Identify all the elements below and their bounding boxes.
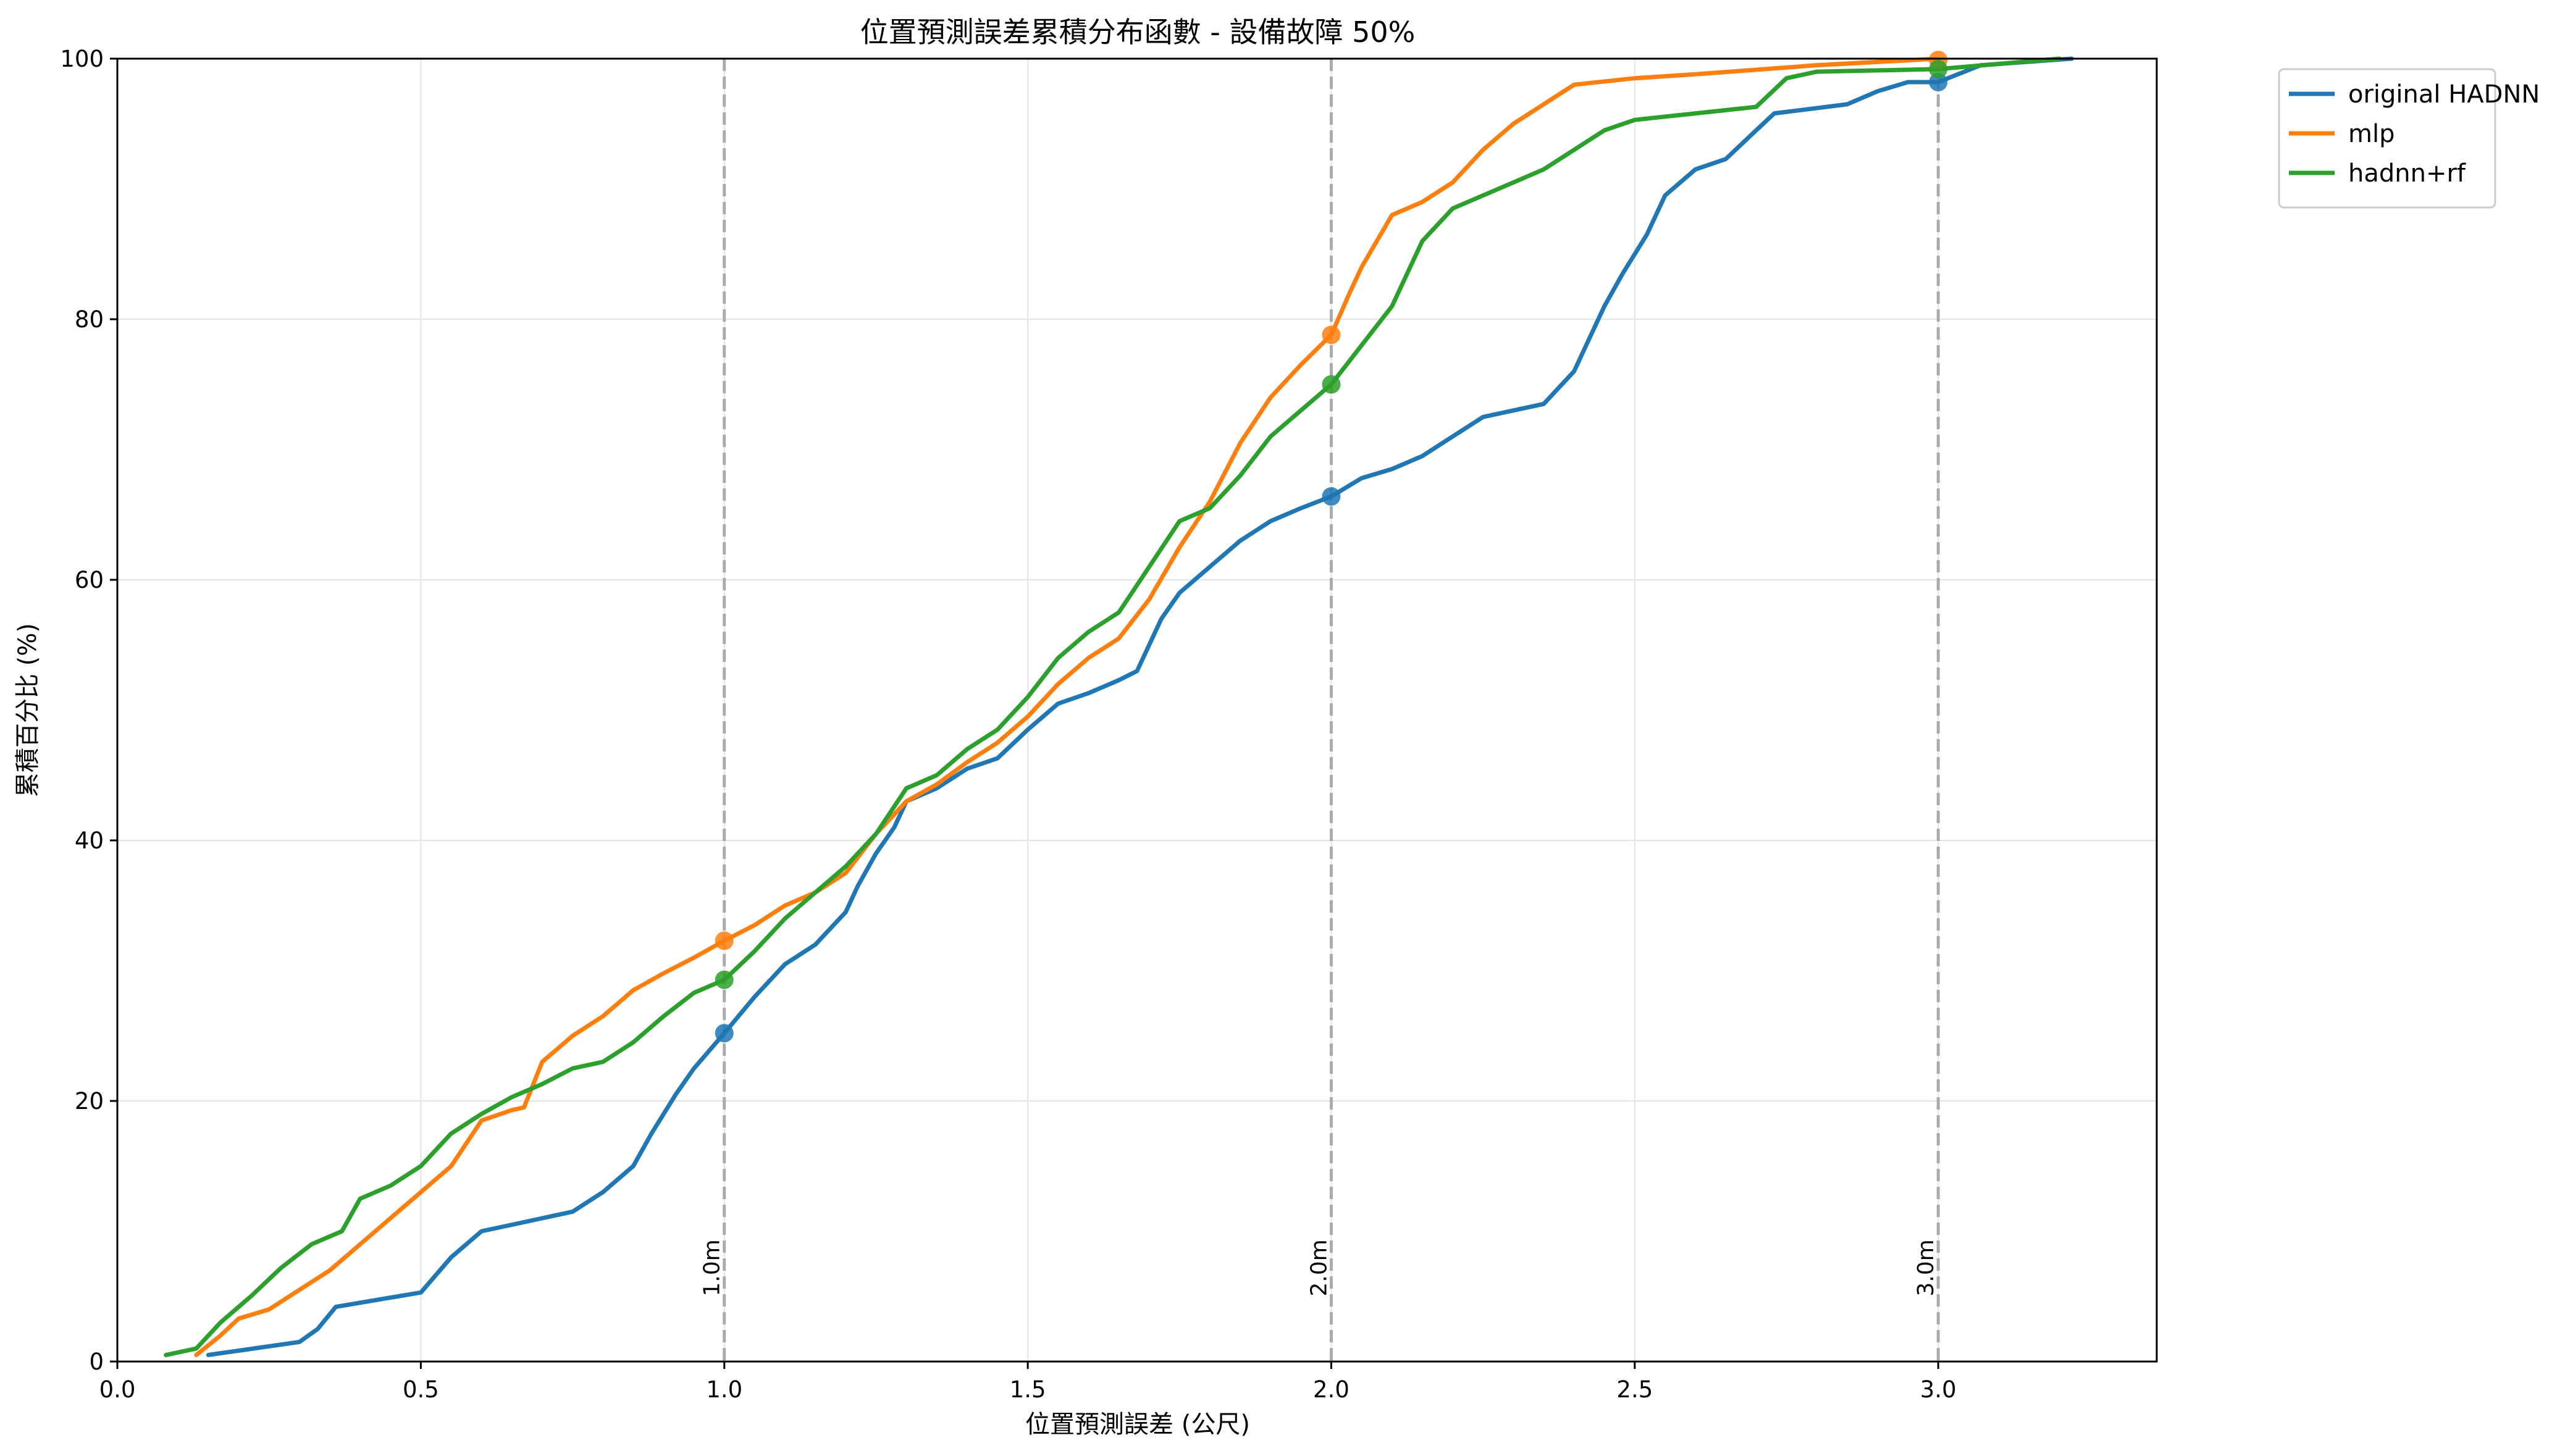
y-tick-label: 40 [75,827,104,854]
y-tick-label: 60 [75,567,104,593]
legend: original HADNN mlp hadnn+rf [2278,68,2540,209]
threshold-marker [715,931,734,950]
y-tick-label: 80 [75,306,104,333]
series-line [194,56,1941,1357]
reference-label: 3.0m [1913,1239,1939,1296]
axis-ticks: 0.0 0.5 1.0 1.5 2.0 2.5 3.0 0 20 40 60 80 100 [60,46,1956,1403]
reference-lines: 1.0m 2.0m 3.0m [700,59,1940,1362]
x-axis-title: 位置預測誤差 (公尺) [1025,1410,1250,1439]
y-tick-label: 0 [89,1349,104,1375]
reference-label: 2.0m [1306,1239,1332,1296]
x-tick-label: 2.0 [1313,1376,1349,1403]
legend-label: hadnn+rf [2348,159,2466,188]
x-tick-label: 1.5 [1010,1376,1046,1403]
y-tick-label: 20 [75,1088,104,1115]
series-lines [164,56,2074,1357]
threshold-marker [1322,487,1341,506]
legend-label: mlp [2348,120,2395,148]
threshold-marker [1929,59,1948,78]
plot-frame [116,57,2158,1363]
chart-title: 位置預測誤差累積分布函數 - 設備故障 50% [860,15,1416,49]
reference-label: 1.0m [700,1239,725,1296]
x-tick-label: 1.0 [706,1376,742,1403]
series-line [206,56,2074,1357]
series-line [164,56,2062,1357]
y-axis-title: 累積百分比 (%) [14,623,42,797]
y-tick-label: 100 [60,46,104,72]
threshold-marker [1322,325,1341,345]
x-tick-label: 0.5 [403,1376,439,1403]
threshold-marker [1322,375,1341,394]
threshold-markers [715,51,1948,1043]
legend-label: original HADNN [2348,80,2540,109]
threshold-marker [715,970,734,989]
threshold-marker [715,1024,734,1043]
x-tick-label: 3.0 [1920,1376,1957,1403]
x-tick-label: 2.5 [1616,1376,1653,1403]
x-tick-label: 0.0 [99,1376,136,1403]
threshold-marker [1929,72,1948,91]
